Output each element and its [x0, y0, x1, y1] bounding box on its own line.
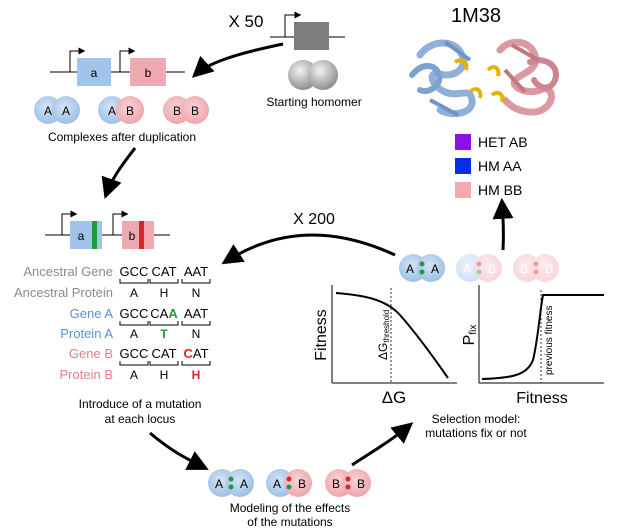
svg-text:A: A — [62, 104, 70, 118]
svg-text:a: a — [78, 229, 85, 243]
intro-label-1: Introduce of a mutation — [79, 397, 202, 411]
svg-text:A: A — [108, 104, 116, 118]
arrow-to-selection — [351, 422, 414, 467]
svg-text:B: B — [173, 104, 181, 118]
arrow-down-left — [101, 147, 137, 199]
legend-label: HM AA — [478, 158, 522, 174]
modeling-label-1: Modeling of the effects — [230, 501, 351, 515]
svg-text:CAT: CAT — [183, 346, 208, 361]
row-label: Ancestral Protein — [14, 285, 113, 300]
svg-text:B: B — [520, 262, 528, 276]
duplicated-genes: a b — [50, 47, 185, 86]
svg-text:A: A — [240, 477, 248, 491]
svg-text:A: A — [130, 286, 138, 300]
svg-text:A: A — [130, 327, 138, 341]
svg-text:B: B — [298, 477, 306, 491]
svg-text:ΔG: ΔG — [382, 388, 407, 407]
pdb-id-label: 1M38 — [451, 5, 501, 27]
selection-label-1: Selection model: — [432, 412, 521, 426]
row-label: Protein A — [60, 326, 113, 341]
legend: HET AB HM AA HM BB — [455, 134, 528, 198]
svg-text:A: A — [431, 262, 439, 276]
starting-gene — [270, 11, 345, 50]
protein-structure-image — [409, 38, 559, 118]
row-label: Ancestral Gene — [23, 264, 113, 279]
gene-a-label: a — [91, 66, 98, 80]
svg-text:A: A — [130, 368, 138, 382]
modeling-complexes: A A A B B B — [208, 469, 371, 497]
svg-text:Pfix: Pfix — [461, 325, 479, 346]
legend-label: HET AB — [478, 134, 528, 150]
arrow-to-legend — [492, 197, 514, 251]
svg-text:GCC: GCC — [120, 264, 149, 279]
legend-swatch-het — [455, 134, 471, 150]
modeling-label-2: of the mutations — [247, 515, 332, 529]
row-label: Gene B — [69, 346, 113, 361]
svg-text:AAT: AAT — [184, 306, 208, 321]
svg-text:GCC: GCC — [120, 306, 149, 321]
starting-homomer — [288, 60, 338, 90]
svg-text:B: B — [357, 477, 365, 491]
svg-text:AAT: AAT — [184, 264, 208, 279]
selection-label-2: mutations fix or not — [425, 426, 527, 440]
mutated-genes: a b — [45, 210, 170, 249]
svg-text:B: B — [488, 262, 496, 276]
svg-text:CAT: CAT — [151, 346, 176, 361]
arrow-loop-x200 — [221, 233, 396, 265]
gene-b-label: b — [145, 66, 152, 80]
svg-text:N: N — [192, 286, 201, 300]
intro-label-2: at each locus — [105, 412, 176, 426]
svg-text:ΔGthreshold: ΔGthreshold — [376, 310, 391, 360]
svg-text:CAT: CAT — [151, 264, 176, 279]
svg-text:H: H — [160, 368, 169, 382]
arrow-duplication — [191, 42, 284, 78]
svg-text:GCC: GCC — [120, 346, 149, 361]
svg-text:b: b — [129, 229, 136, 243]
x50-label: X 50 — [229, 12, 264, 31]
svg-text:N: N — [192, 327, 201, 341]
svg-text:A: A — [215, 477, 223, 491]
svg-text:B: B — [191, 104, 199, 118]
starting-homomer-label: Starting homomer — [266, 95, 361, 109]
svg-text:A: A — [44, 104, 52, 118]
row-label: Gene A — [70, 306, 114, 321]
plot-pfix-fitness: Pfix Fitness previous fitness — [461, 285, 604, 407]
svg-text:previous fitness: previous fitness — [544, 306, 555, 375]
svg-text:CAA: CAA — [150, 306, 178, 321]
svg-text:A: A — [273, 477, 281, 491]
svg-text:H: H — [160, 286, 169, 300]
svg-text:Fitness: Fitness — [313, 309, 330, 361]
svg-text:B: B — [545, 262, 553, 276]
legend-swatch-hm-bb — [455, 182, 471, 198]
svg-text:B: B — [126, 104, 134, 118]
complexes-label: Complexes after duplication — [48, 130, 196, 144]
arrow-to-modeling — [149, 431, 209, 470]
svg-text:A: A — [463, 262, 471, 276]
svg-text:Fitness: Fitness — [516, 390, 568, 407]
complexes-row: A A A B B B — [34, 96, 209, 124]
legend-swatch-hm-aa — [455, 158, 471, 174]
row-label: Protein B — [60, 367, 113, 382]
x200-label: X 200 — [293, 211, 335, 228]
plot-fitness-dg: Fitness ΔG ΔGthreshold — [313, 285, 457, 407]
svg-text:H: H — [192, 368, 201, 382]
selected-complexes: A A A B B B — [399, 254, 559, 282]
legend-label: HM BB — [478, 182, 522, 198]
sequence-table: Ancestral Gene Ancestral Protein Gene A … — [14, 264, 211, 382]
svg-text:B: B — [332, 477, 340, 491]
svg-text:T: T — [160, 327, 168, 341]
svg-text:A: A — [406, 262, 414, 276]
